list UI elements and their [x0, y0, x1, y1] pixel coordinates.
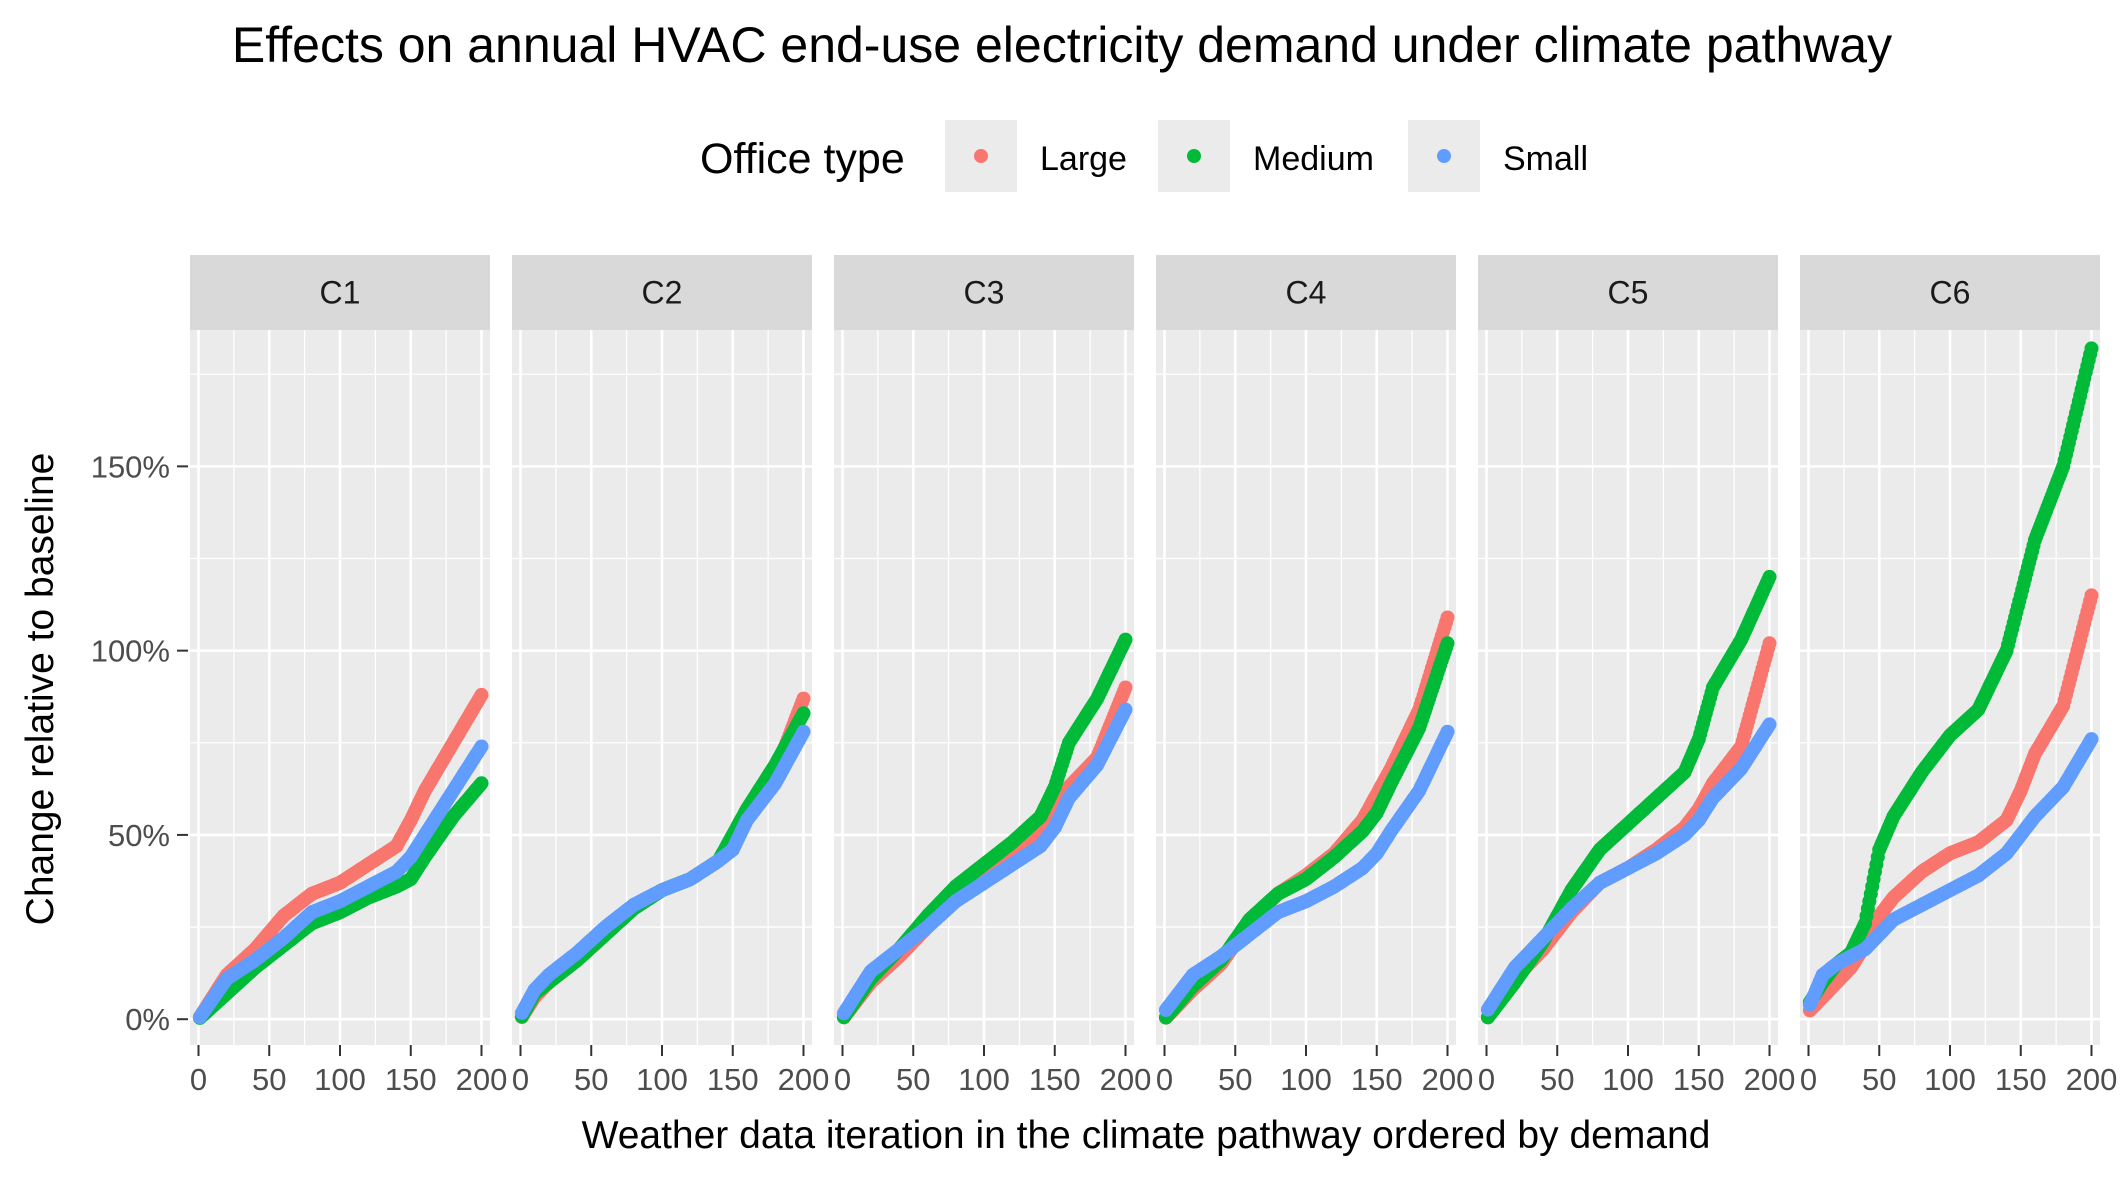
series-medium: [1480, 569, 1777, 1025]
x-tick-label: 50: [1862, 1062, 1896, 1097]
x-tick-label: 0: [834, 1062, 851, 1097]
x-tick-label: 150: [1351, 1062, 1403, 1097]
facet-panel-c1: C1 0 50 100 150 200: [190, 255, 508, 1097]
legend-marker-medium: [1187, 149, 1201, 163]
data-point: [1440, 636, 1455, 651]
x-tick-label: 200: [778, 1062, 830, 1097]
data-point: [2084, 588, 2099, 603]
data-point: [1762, 636, 1777, 651]
legend-title: Office type: [700, 135, 905, 183]
legend-marker-small: [1437, 149, 1451, 163]
facet-strip-label: C2: [642, 275, 683, 311]
x-tick-label: 150: [1673, 1062, 1725, 1097]
series-medium: [836, 632, 1133, 1025]
data-point: [1440, 610, 1455, 625]
series-small: [514, 724, 811, 1020]
y-tick-label: 100%: [91, 634, 170, 669]
y-axis: 0% 50% 100% 150%: [91, 449, 188, 1037]
x-tick-label: 150: [1029, 1062, 1081, 1097]
series-small: [1802, 732, 2099, 1012]
legend-label-medium: Medium: [1253, 140, 1374, 178]
data-point: [1762, 569, 1777, 584]
facet-strip: [512, 255, 812, 330]
legend-label-large: Large: [1040, 140, 1127, 178]
x-axis-title: Weather data iteration in the climate pa…: [582, 1114, 1711, 1157]
data-point: [474, 776, 489, 791]
y-axis-title: Change relative to baseline: [19, 453, 62, 926]
x-tick-label: 0: [190, 1062, 207, 1097]
facet-strip: [190, 255, 490, 330]
facet-strip: [1800, 255, 2100, 330]
y-tick-label: 150%: [91, 449, 170, 484]
data-point: [474, 687, 489, 702]
x-tick-label: 200: [1744, 1062, 1796, 1097]
legend-label-small: Small: [1503, 140, 1588, 178]
facet-strip-label: C6: [1930, 275, 1971, 311]
x-tick-label: 100: [314, 1062, 366, 1097]
facet-panel-c4: C4 0 50 100 150 200: [1156, 255, 1474, 1097]
x-tick-label: 50: [896, 1062, 930, 1097]
data-point: [1118, 702, 1133, 717]
data-point: [796, 706, 811, 721]
x-tick-label: 200: [1100, 1062, 1152, 1097]
facet-panels: C1 0 50 100 150 200 C2 0 50 100 150 200 C3 0 50 100 150 2…: [190, 255, 2118, 1097]
x-tick-label: 0: [1156, 1062, 1173, 1097]
x-tick-label: 200: [456, 1062, 508, 1097]
x-tick-label: 50: [252, 1062, 286, 1097]
chart-title: Effects on annual HVAC end-use electrici…: [232, 17, 1892, 73]
facet-strip-label: C3: [964, 275, 1005, 311]
x-tick-label: 200: [2066, 1062, 2118, 1097]
x-tick-label: 50: [1218, 1062, 1252, 1097]
x-tick-label: 100: [1280, 1062, 1332, 1097]
series-large: [1802, 588, 2099, 1018]
facet-panel-c2: C2 0 50 100 150 200: [512, 255, 830, 1097]
data-point: [796, 691, 811, 706]
x-tick-label: 50: [574, 1062, 608, 1097]
series-small: [192, 739, 489, 1025]
facet-strip: [1156, 255, 1456, 330]
x-tick-label: 100: [1602, 1062, 1654, 1097]
x-tick-label: 0: [1478, 1062, 1495, 1097]
x-tick-label: 100: [636, 1062, 688, 1097]
facet-strip-label: C4: [1286, 275, 1327, 311]
data-point: [1118, 632, 1133, 647]
data-point: [1762, 717, 1777, 732]
series-small: [836, 702, 1133, 1021]
data-point: [2084, 732, 2099, 747]
x-tick-label: 150: [1995, 1062, 2047, 1097]
x-tick-label: 0: [1800, 1062, 1817, 1097]
facet-strip-label: C5: [1608, 275, 1649, 311]
legend: Office type Large Medium Small: [700, 120, 1588, 192]
y-tick-label: 0%: [125, 1002, 170, 1037]
x-tick-label: 100: [1924, 1062, 1976, 1097]
x-tick-label: 50: [1540, 1062, 1574, 1097]
facet-strip-label: C1: [320, 275, 361, 311]
x-tick-label: 200: [1422, 1062, 1474, 1097]
facet-panel-c6: C6 0 50 100 150 200: [1800, 255, 2118, 1097]
data-point: [796, 724, 811, 739]
x-tick-label: 150: [385, 1062, 437, 1097]
x-tick-label: 150: [707, 1062, 759, 1097]
facet-strip: [834, 255, 1134, 330]
series-small: [1480, 717, 1777, 1017]
facet-panel-c5: C5 0 50 100 150 200: [1478, 255, 1796, 1097]
data-point: [474, 739, 489, 754]
x-tick-label: 0: [512, 1062, 529, 1097]
y-tick-label: 50%: [108, 818, 170, 853]
series-small: [1158, 724, 1455, 1017]
legend-marker-large: [974, 149, 988, 163]
x-tick-label: 100: [958, 1062, 1010, 1097]
data-point: [1118, 680, 1133, 695]
series-large: [192, 687, 489, 1024]
data-point: [1440, 724, 1455, 739]
data-point: [2084, 341, 2099, 356]
facet-panel-c3: C3 0 50 100 150 200: [834, 255, 1152, 1097]
facet-strip: [1478, 255, 1778, 330]
